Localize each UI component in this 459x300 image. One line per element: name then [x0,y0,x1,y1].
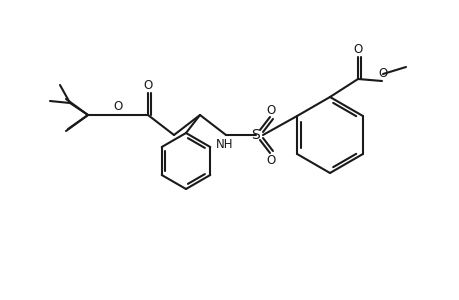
Text: O: O [113,100,123,112]
Text: NH: NH [216,137,233,151]
Text: O: O [378,67,387,80]
Text: O: O [266,154,275,166]
Text: O: O [353,43,362,56]
Text: O: O [266,103,275,116]
Text: S: S [251,128,260,142]
Text: O: O [143,79,152,92]
